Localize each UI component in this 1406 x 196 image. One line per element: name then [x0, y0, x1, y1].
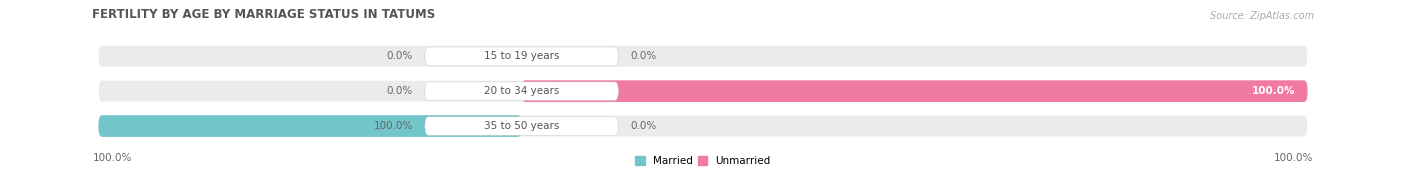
Text: 35 to 50 years: 35 to 50 years: [484, 121, 560, 131]
Text: 100.0%: 100.0%: [1274, 152, 1313, 163]
FancyBboxPatch shape: [98, 80, 1308, 102]
Text: 0.0%: 0.0%: [387, 86, 413, 96]
Text: FERTILITY BY AGE BY MARRIAGE STATUS IN TATUMS: FERTILITY BY AGE BY MARRIAGE STATUS IN T…: [93, 8, 436, 21]
Text: 0.0%: 0.0%: [630, 51, 657, 61]
FancyBboxPatch shape: [98, 45, 1308, 67]
Text: 100.0%: 100.0%: [374, 121, 413, 131]
FancyBboxPatch shape: [98, 115, 1308, 137]
Text: 20 to 34 years: 20 to 34 years: [484, 86, 560, 96]
FancyBboxPatch shape: [425, 117, 619, 135]
Text: 100.0%: 100.0%: [93, 152, 132, 163]
FancyBboxPatch shape: [522, 80, 1308, 102]
Text: Source: ZipAtlas.com: Source: ZipAtlas.com: [1209, 11, 1313, 21]
Text: 0.0%: 0.0%: [630, 121, 657, 131]
Text: 15 to 19 years: 15 to 19 years: [484, 51, 560, 61]
FancyBboxPatch shape: [98, 115, 522, 137]
Text: 100.0%: 100.0%: [1251, 86, 1295, 96]
Legend: Married, Unmarried: Married, Unmarried: [636, 156, 770, 166]
FancyBboxPatch shape: [425, 47, 619, 65]
FancyBboxPatch shape: [425, 82, 619, 100]
Text: 0.0%: 0.0%: [387, 51, 413, 61]
